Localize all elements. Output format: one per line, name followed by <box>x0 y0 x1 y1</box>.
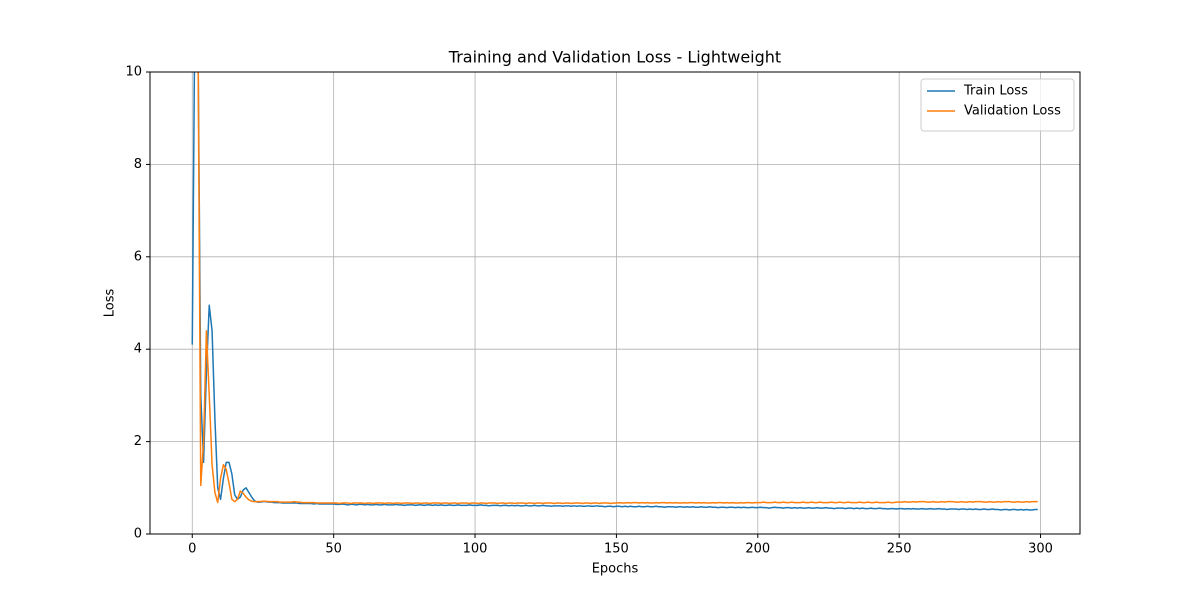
y-tick-label: 8 <box>134 157 142 172</box>
y-tick-label: 2 <box>134 434 142 449</box>
y-tick-label: 4 <box>134 342 142 357</box>
y-tick-label: 6 <box>134 249 142 264</box>
line-series <box>191 72 1038 511</box>
legend-box <box>920 78 1075 132</box>
x-tick-label: 250 <box>887 542 912 557</box>
legend-label: Validation Loss <box>964 104 1061 119</box>
x-tick-label: 150 <box>604 542 629 557</box>
chart-title: Training and Validation Loss - Lightweig… <box>448 48 781 67</box>
y-tick-label: 10 <box>125 65 142 80</box>
axes-frame <box>149 71 1081 535</box>
legend-label: Train Loss <box>963 84 1028 99</box>
x-tick-label: 50 <box>325 542 342 557</box>
x-axis-label: Epochs <box>592 562 639 577</box>
line-series <box>197 72 1038 505</box>
x-tick-label: 100 <box>463 542 488 557</box>
y-axis-label: Loss <box>103 289 118 318</box>
legend: Train Loss Validation Loss <box>920 78 1075 132</box>
y-tick-label: 0 <box>134 527 142 542</box>
ticks: 0 50 100 150 200 250 300 0 2 4 6 8 10 <box>125 65 1053 557</box>
plot-lines <box>191 72 1038 511</box>
x-tick-label: 300 <box>1028 542 1053 557</box>
x-tick-label: 200 <box>745 542 770 557</box>
x-tick-label: 0 <box>188 542 196 557</box>
